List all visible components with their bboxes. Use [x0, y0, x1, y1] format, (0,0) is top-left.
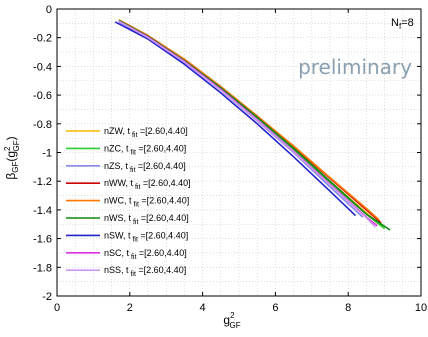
- series-line-nSS: [118, 20, 377, 228]
- x-tick-label: 2: [127, 302, 133, 314]
- legend-label: nZW, t fit =[2.60,4.40]: [104, 126, 188, 139]
- legend-label: nWW, t fit =[2.60,4.40]: [104, 178, 191, 191]
- x-tick-label: 0: [54, 302, 60, 314]
- nf-annotation: Nf=8: [391, 17, 414, 31]
- legend-item-nSS: nSS, t fit =[2.60,4.40]: [66, 265, 186, 278]
- legend-label: nSW, t fit =[2.60,4.40]: [104, 230, 188, 243]
- y-tick-label: -0.2: [33, 33, 52, 45]
- y-axis-label: βGF(g2GF): [3, 136, 21, 179]
- series-line-nSW: [114, 21, 357, 217]
- y-tick-label: -1.8: [33, 262, 52, 274]
- legend-item-nZS: nZS, t fit =[2.60,4.40]: [66, 161, 186, 174]
- legend-label: nWS, t fit =[2.60,4.40]: [104, 213, 189, 226]
- legend-label: nZS, t fit =[2.60,4.40]: [104, 161, 186, 174]
- y-tick-label: -1.6: [33, 234, 52, 246]
- legend-item-nZW: nZW, t fit =[2.60,4.40]: [66, 126, 188, 139]
- legend-label: nSS, t fit =[2.60,4.40]: [104, 265, 186, 278]
- y-tick-label: -1: [42, 148, 52, 160]
- y-tick-label: 0: [46, 4, 52, 16]
- watermark-text: preliminary: [298, 55, 412, 79]
- y-tick-label: -0.6: [33, 90, 52, 102]
- x-tick-label: 10: [415, 302, 427, 314]
- y-tick-label: -2: [42, 291, 52, 303]
- x-axis-label: g2 GF: [223, 311, 240, 330]
- legend-item-nSC: nSC, t fit =[2.60,4.40]: [66, 248, 187, 261]
- legend-label: nWC, t fit =[2.60,4.40]: [104, 196, 189, 209]
- y-tick-label: -1.4: [33, 205, 52, 217]
- legend-item-nWS: nWS, t fit =[2.60,4.40]: [66, 213, 189, 226]
- x-tick-label: 4: [200, 302, 206, 314]
- y-tick-label: -1.2: [33, 176, 52, 188]
- y-tick-label: -0.8: [33, 119, 52, 131]
- legend-label: nZC, t fit =[2.60,4.40]: [104, 143, 186, 156]
- legend-item-nWW: nWW, t fit =[2.60,4.40]: [66, 178, 191, 191]
- y-tick-label: -0.4: [33, 61, 52, 73]
- series-lines: [114, 19, 391, 231]
- legend-item-nZC: nZC, t fit =[2.60,4.40]: [66, 143, 186, 156]
- x-tick-label: 8: [345, 302, 351, 314]
- x-tick-label: 6: [272, 302, 278, 314]
- legend-item-nWC: nWC, t fit =[2.60,4.40]: [66, 196, 189, 209]
- axis-ticks: 0 2 4 6 8 10 0 -0.2 -0.4 -0.6 -0.8 -1 -1.2 -1.4 -1.6 -1…: [33, 4, 427, 314]
- legend: nZW, t fit =[2.60,4.40] nZC, t fit =[2.60…: [66, 126, 191, 278]
- series-line-nWC: [118, 19, 380, 221]
- legend-item-nSW: nSW, t fit =[2.60,4.40]: [66, 230, 188, 243]
- legend-label: nSC, t fit =[2.60,4.40]: [104, 248, 187, 261]
